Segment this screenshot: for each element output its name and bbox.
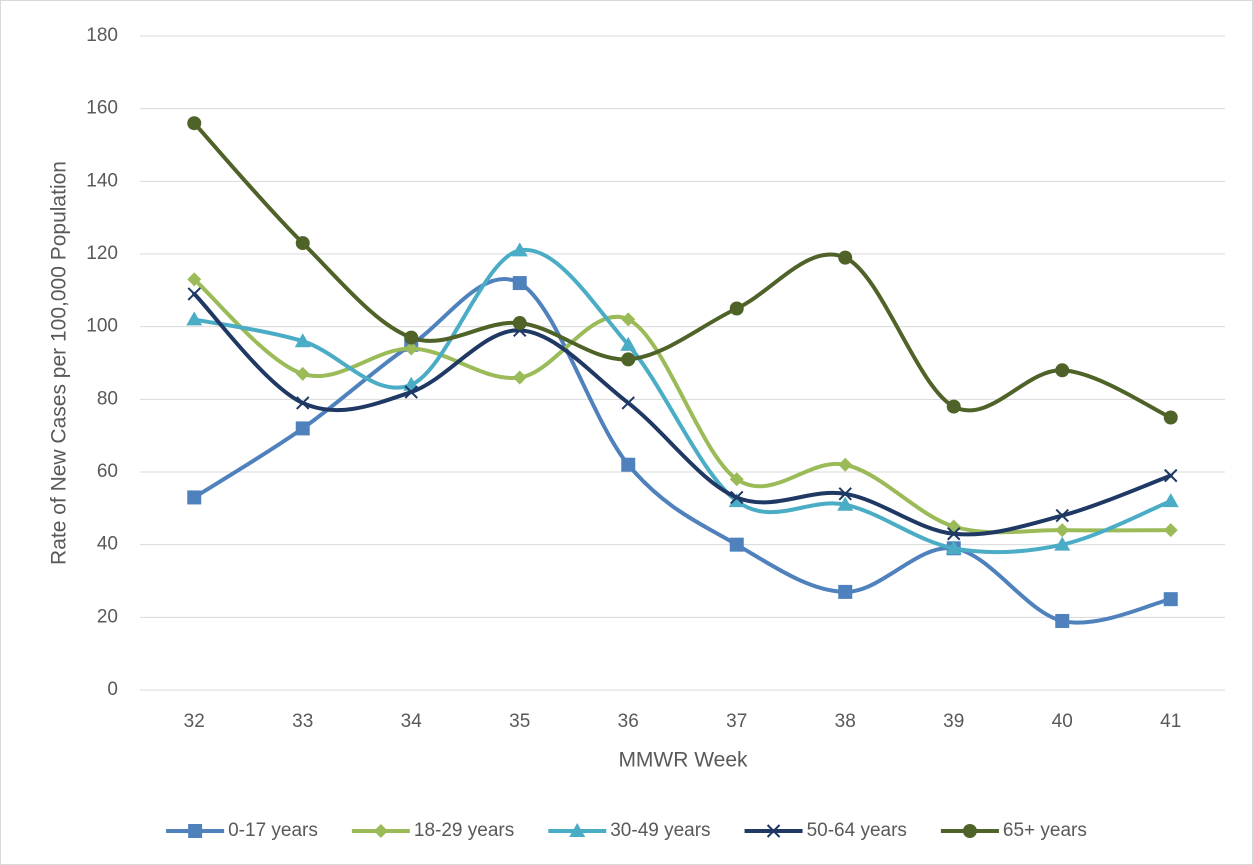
legend-label: 30-49 years <box>610 820 710 841</box>
legend-item: 50-64 years <box>744 820 907 841</box>
series-line <box>192 121 1173 420</box>
data-point <box>945 540 962 555</box>
x-tick-label: 36 <box>618 711 639 732</box>
data-point <box>1163 410 1178 425</box>
data-point <box>1163 592 1178 607</box>
data-point <box>512 370 527 385</box>
data-point <box>404 341 419 356</box>
data-point <box>1055 363 1070 378</box>
data-point <box>404 385 418 399</box>
x-tick-label: 41 <box>1160 711 1181 732</box>
legend-marker <box>962 824 977 838</box>
x-tick-label: 37 <box>726 711 747 732</box>
data-point <box>946 399 961 414</box>
data-point <box>621 352 636 367</box>
x-tick-label: 39 <box>943 711 964 732</box>
x-axis-title: MMWR Week <box>618 749 748 772</box>
x-tick-label: 33 <box>292 711 313 732</box>
legend: 0-17 years 18-29 years 30-49 years 50-64 ye… <box>166 820 1087 841</box>
data-point <box>838 250 853 265</box>
legend-label: 50-64 years <box>807 820 907 841</box>
legend-label: 18-29 years <box>414 820 514 841</box>
data-point <box>730 490 744 505</box>
x-tick-label: 38 <box>835 711 856 732</box>
data-point <box>1163 523 1178 538</box>
legend-marker <box>569 823 586 837</box>
data-point <box>294 333 311 348</box>
data-point <box>838 584 853 599</box>
x-tick-label: 34 <box>401 711 423 732</box>
data-point <box>621 457 636 472</box>
data-point <box>187 272 202 287</box>
series-line <box>192 291 1173 537</box>
data-point <box>1055 523 1070 538</box>
data-point <box>837 496 854 511</box>
legend-label: 65+ years <box>1003 820 1087 841</box>
data-point <box>295 421 310 436</box>
y-tick-label: 160 <box>86 98 118 119</box>
y-tick-label: 40 <box>97 534 118 555</box>
data-point <box>1055 508 1069 523</box>
data-point <box>729 301 744 316</box>
data-point <box>621 312 636 327</box>
series-line <box>192 276 1173 625</box>
data-point <box>728 493 745 508</box>
y-tick-label: 0 <box>107 679 118 700</box>
data-point <box>729 472 744 487</box>
data-point <box>404 330 419 345</box>
data-point <box>947 527 961 541</box>
data-point <box>187 490 202 505</box>
y-tick-label: 60 <box>97 461 118 482</box>
data-point <box>1054 536 1071 551</box>
y-tick-label: 80 <box>97 388 118 409</box>
data-point <box>512 276 527 291</box>
y-axis-title: Rate of New Cases per 100,000 Population <box>48 161 71 565</box>
legend-marker <box>188 824 203 838</box>
data-point <box>187 116 202 131</box>
x-tick-label: 40 <box>1052 711 1073 732</box>
data-point <box>186 311 203 326</box>
series-line <box>192 247 1173 555</box>
legend-marker <box>766 824 781 838</box>
data-point <box>187 287 201 301</box>
data-point <box>512 316 527 331</box>
legend-item: 0-17 years <box>166 820 318 841</box>
y-tick-label: 140 <box>86 170 118 191</box>
legend-item: 65+ years <box>940 820 1087 841</box>
legend-item: 18-29 years <box>351 820 514 841</box>
data-point <box>838 487 852 501</box>
data-point <box>729 537 744 552</box>
data-point <box>620 336 637 351</box>
x-tick-label: 32 <box>184 711 205 732</box>
data-point <box>621 396 635 410</box>
data-point <box>296 396 310 410</box>
x-tick-label: 35 <box>509 711 530 732</box>
legend-label: 0-17 years <box>228 820 318 841</box>
data-point <box>1164 468 1178 483</box>
data-point <box>295 236 310 251</box>
data-point <box>1162 493 1179 508</box>
data-point <box>1055 613 1070 628</box>
y-tick-label: 180 <box>86 25 118 46</box>
y-tick-label: 100 <box>86 316 118 337</box>
legend-marker <box>373 824 388 838</box>
y-tick-label: 20 <box>97 606 118 627</box>
data-point <box>511 242 528 257</box>
data-point <box>295 366 310 381</box>
y-tick-label: 120 <box>86 243 118 264</box>
data-point <box>838 457 853 472</box>
legend-item: 30-49 years <box>548 820 711 841</box>
